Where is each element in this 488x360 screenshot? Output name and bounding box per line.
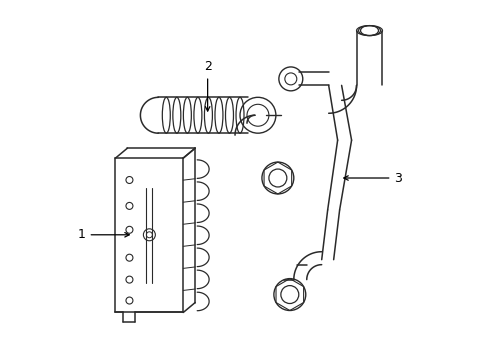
Text: 3: 3 <box>343 171 402 185</box>
Text: 2: 2 <box>203 60 211 111</box>
Text: 1: 1 <box>78 228 129 241</box>
